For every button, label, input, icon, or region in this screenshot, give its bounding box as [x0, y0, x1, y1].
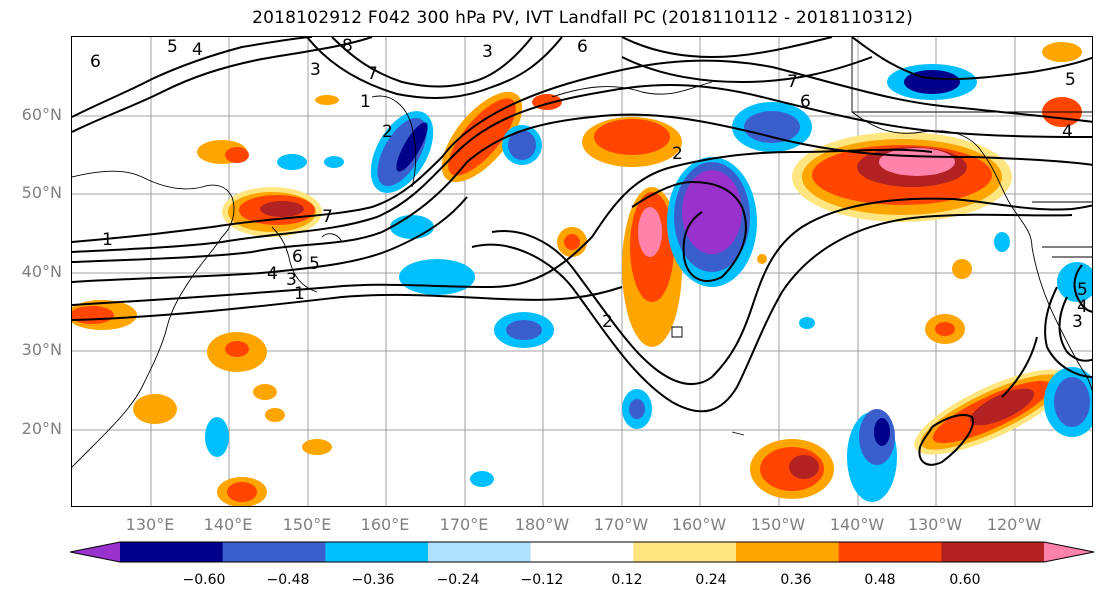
- contour-label: 5: [309, 254, 320, 274]
- lat-label-30n: 30°N: [21, 340, 62, 359]
- colorbar-segment: [325, 542, 429, 562]
- colorbar-tick: −0.60: [182, 572, 226, 588]
- colorbar: [70, 541, 1095, 563]
- contour-label: 6: [577, 37, 588, 57]
- colorbar-segment: [736, 542, 840, 562]
- colorbar-segments: [70, 541, 1095, 563]
- contour-label: 3: [482, 42, 493, 62]
- contour-label: 3: [1072, 312, 1083, 332]
- lat-label-40n: 40°N: [21, 262, 62, 281]
- contour-label: 1: [294, 284, 305, 304]
- colorbar-segment: [428, 542, 532, 562]
- contour-label: 4: [1077, 297, 1088, 317]
- colorbar-tick: −0.36: [351, 572, 395, 588]
- colorbar-tick: 0.12: [611, 572, 643, 588]
- colorbar-segment: [530, 542, 634, 562]
- colorbar-outline: [70, 541, 1095, 563]
- contour-labels: 5 4 6 8 3 1 7 2 6 7 2 1 4 5 6 1 3 2 3 6 …: [90, 37, 1088, 332]
- colorbar-segment: [633, 542, 737, 562]
- colorbar-tick: 0.48: [864, 572, 896, 588]
- lon-label: 150°W: [750, 515, 806, 534]
- map-canvas: 5 4 6 8 3 1 7 2 6 7 2 1 4 5 6 1 3 2 3 6 …: [72, 37, 1092, 506]
- colorbar-segment: [120, 542, 224, 562]
- colorbar-segment: [222, 542, 326, 562]
- contour-label: 4: [1062, 122, 1073, 142]
- colorbar-segment: [1044, 542, 1094, 562]
- contour-label: 2: [382, 122, 393, 142]
- contour-label: 3: [286, 270, 297, 290]
- lon-label: 150°E: [282, 515, 332, 534]
- pv-anomaly-fills: [72, 42, 1092, 506]
- contour-label: 4: [267, 264, 278, 284]
- contour-label: 6: [90, 52, 101, 72]
- lon-label: 130°E: [125, 515, 175, 534]
- lon-label: 120°W: [986, 515, 1042, 534]
- contour-label: 8: [342, 37, 353, 56]
- colorbar-segment: [941, 542, 1045, 562]
- map-title: 2018102912 F042 300 hPa PV, IVT Landfall…: [252, 8, 913, 28]
- ivt-contours: [72, 37, 1092, 466]
- colorbar-tick: −0.12: [520, 572, 564, 588]
- lat-label-20n: 20°N: [21, 419, 62, 438]
- contour-label: 7: [787, 72, 798, 92]
- contour-label: 1: [102, 230, 113, 250]
- lon-label: 160°E: [360, 515, 410, 534]
- contour-label: 1: [360, 92, 371, 112]
- lon-label: 180°W: [514, 515, 570, 534]
- colorbar-tick: 0.36: [780, 572, 812, 588]
- lon-label: 160°W: [671, 515, 727, 534]
- colorbar-tick: 0.60: [949, 572, 981, 588]
- lon-label: 170°E: [439, 515, 489, 534]
- contour-label: 7: [322, 207, 333, 227]
- contour-label: 5: [1065, 70, 1076, 90]
- contour-label: 5: [167, 37, 178, 57]
- contour-label: 3: [310, 60, 321, 80]
- contour-label: 2: [602, 312, 613, 332]
- contour-label: 2: [672, 144, 683, 164]
- contour-label: 5: [1077, 280, 1088, 300]
- contour-label: 7: [367, 64, 378, 84]
- lon-label: 130°W: [907, 515, 963, 534]
- lon-label: 170°W: [593, 515, 649, 534]
- contour-label: 4: [192, 40, 203, 60]
- lat-label-60n: 60°N: [21, 105, 62, 124]
- lon-label: 140°E: [203, 515, 253, 534]
- colorbar-segment: [838, 542, 942, 562]
- coastlines: [72, 37, 1092, 468]
- colorbar-tick: −0.48: [266, 572, 310, 588]
- lon-label: 140°W: [829, 515, 885, 534]
- colorbar-segment: [70, 542, 120, 562]
- map-panel: 5 4 6 8 3 1 7 2 6 7 2 1 4 5 6 1 3 2 3 6 …: [71, 36, 1093, 507]
- colorbar-tick: −0.24: [436, 572, 480, 588]
- contour-label: 6: [292, 247, 303, 267]
- colorbar-tick: 0.24: [695, 572, 727, 588]
- lat-label-50n: 50°N: [21, 183, 62, 202]
- contour-label: 6: [800, 92, 811, 112]
